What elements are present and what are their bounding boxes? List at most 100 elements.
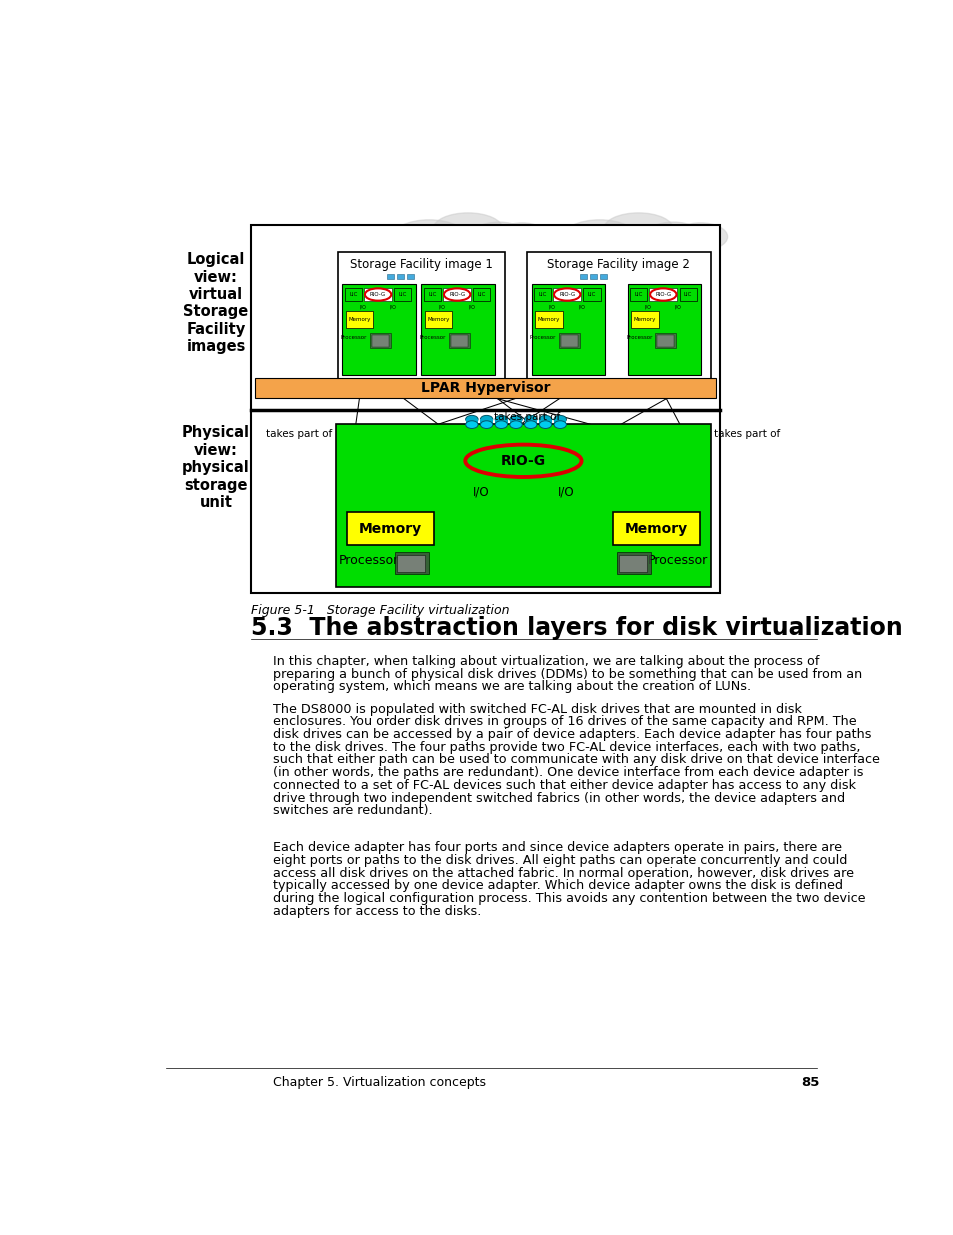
Bar: [612, 513, 699, 545]
Bar: [538, 419, 551, 425]
Text: RIO-G: RIO-G: [655, 291, 671, 296]
Bar: [558, 333, 579, 348]
Bar: [397, 555, 425, 572]
Text: Processor: Processor: [338, 553, 398, 567]
Bar: [395, 552, 429, 574]
Text: Memory: Memory: [358, 521, 421, 536]
Text: takes part of: takes part of: [714, 430, 780, 440]
Ellipse shape: [560, 220, 638, 258]
Text: Logical
view:
virtual
Storage
Facility
images: Logical view: virtual Storage Facility i…: [183, 252, 249, 354]
Ellipse shape: [673, 222, 727, 251]
Text: takes part of: takes part of: [494, 411, 559, 421]
Text: LIC: LIC: [634, 291, 642, 296]
Bar: [679, 288, 696, 301]
Text: operating system, which means we are talking about the creation of LUNs.: operating system, which means we are tal…: [273, 680, 750, 693]
Bar: [599, 274, 606, 279]
Bar: [386, 274, 394, 279]
Text: I/O: I/O: [578, 305, 585, 310]
Bar: [480, 419, 493, 425]
Text: LIC: LIC: [537, 291, 546, 296]
Bar: [495, 419, 507, 425]
Text: (in other words, the paths are redundant). One device interface from each device: (in other words, the paths are redundant…: [273, 766, 862, 779]
Bar: [394, 288, 411, 301]
Text: disk drives can be accessed by a pair of device adapters. Each device adapter ha: disk drives can be accessed by a pair of…: [273, 727, 870, 741]
Text: Figure 5-1   Storage Facility virtualization: Figure 5-1 Storage Facility virtualizati…: [251, 604, 509, 618]
Bar: [630, 311, 658, 327]
Bar: [369, 333, 391, 348]
Bar: [649, 288, 677, 301]
Text: Processor: Processor: [340, 335, 367, 340]
Ellipse shape: [433, 212, 502, 246]
Bar: [657, 335, 674, 347]
Bar: [465, 419, 477, 425]
Text: LIC: LIC: [683, 291, 692, 296]
Text: LIC: LIC: [477, 291, 486, 296]
Bar: [335, 424, 710, 587]
Text: Processor: Processor: [625, 335, 652, 340]
Bar: [560, 335, 578, 347]
Bar: [421, 284, 495, 375]
Text: I/O: I/O: [390, 305, 396, 310]
Ellipse shape: [509, 415, 521, 424]
Ellipse shape: [480, 421, 493, 429]
Text: typically accessed by one device adapter. Which device adapter owns the disk is : typically accessed by one device adapter…: [273, 879, 841, 893]
Text: I/O: I/O: [558, 485, 574, 499]
Ellipse shape: [480, 415, 493, 424]
Text: Processor: Processor: [647, 553, 707, 567]
Text: access all disk drives on the attached fabric. In normal operation, however, dis: access all disk drives on the attached f…: [273, 867, 853, 879]
Text: Each device adapter has four ports and since device adapters operate in pairs, t: Each device adapter has four ports and s…: [273, 841, 841, 855]
Text: Processor: Processor: [530, 335, 556, 340]
Bar: [618, 555, 646, 572]
Text: preparing a bunch of physical disk drives (DDMs) to be something that can be use: preparing a bunch of physical disk drive…: [273, 668, 862, 680]
Bar: [342, 284, 416, 375]
Ellipse shape: [554, 415, 566, 424]
Text: I/O: I/O: [359, 305, 366, 310]
Bar: [534, 311, 562, 327]
Bar: [627, 284, 700, 375]
Bar: [251, 225, 720, 593]
Bar: [406, 274, 414, 279]
Text: Memory: Memory: [348, 316, 371, 321]
Bar: [473, 288, 490, 301]
Text: In this chapter, when talking about virtualization, we are talking about the pro: In this chapter, when talking about virt…: [273, 655, 819, 668]
Bar: [629, 288, 646, 301]
Text: RIO-G: RIO-G: [370, 291, 386, 296]
Text: I/O: I/O: [548, 305, 555, 310]
Ellipse shape: [537, 382, 661, 424]
Text: LIC: LIC: [398, 291, 407, 296]
Ellipse shape: [554, 421, 566, 429]
Ellipse shape: [406, 379, 560, 425]
Text: drive through two independent switched fabrics (in other words, the device adapt: drive through two independent switched f…: [273, 792, 844, 804]
Bar: [345, 311, 373, 327]
Ellipse shape: [495, 421, 507, 429]
Text: I/O: I/O: [644, 305, 651, 310]
Bar: [451, 335, 468, 347]
Text: I/O: I/O: [468, 305, 476, 310]
Bar: [554, 419, 566, 425]
Text: The DS8000 is populated with switched FC-AL disk drives that are mounted in disk: The DS8000 is populated with switched FC…: [273, 703, 801, 715]
Text: eight ports or paths to the disk drives. All eight paths can operate concurrentl: eight ports or paths to the disk drives.…: [273, 853, 846, 867]
Text: switches are redundant).: switches are redundant).: [273, 804, 432, 818]
Text: to the disk drives. The four paths provide two FC-AL device interfaces, each wit: to the disk drives. The four paths provi…: [273, 741, 860, 753]
Text: RIO-G: RIO-G: [500, 453, 545, 468]
Text: LIC: LIC: [349, 291, 357, 296]
Bar: [589, 274, 596, 279]
Ellipse shape: [390, 220, 468, 258]
Text: Physical
view:
physical
storage
unit: Physical view: physical storage unit: [182, 425, 250, 510]
Text: Memory: Memory: [624, 521, 687, 536]
Bar: [254, 378, 716, 399]
Text: enclosures. You order disk drives in groups of 16 drives of the same capacity an: enclosures. You order disk drives in gro…: [273, 715, 856, 729]
Bar: [443, 288, 471, 301]
Bar: [583, 288, 599, 301]
Bar: [364, 288, 392, 301]
Text: Processor: Processor: [419, 335, 446, 340]
Bar: [344, 288, 361, 301]
Text: LIC: LIC: [587, 291, 596, 296]
Text: Memory: Memory: [427, 316, 449, 321]
Bar: [526, 252, 710, 387]
Bar: [524, 419, 537, 425]
Text: Memory: Memory: [537, 316, 559, 321]
Text: Storage Facility image 2: Storage Facility image 2: [547, 258, 689, 272]
Text: 85: 85: [801, 1076, 819, 1089]
Text: RIO-G: RIO-G: [558, 291, 575, 296]
